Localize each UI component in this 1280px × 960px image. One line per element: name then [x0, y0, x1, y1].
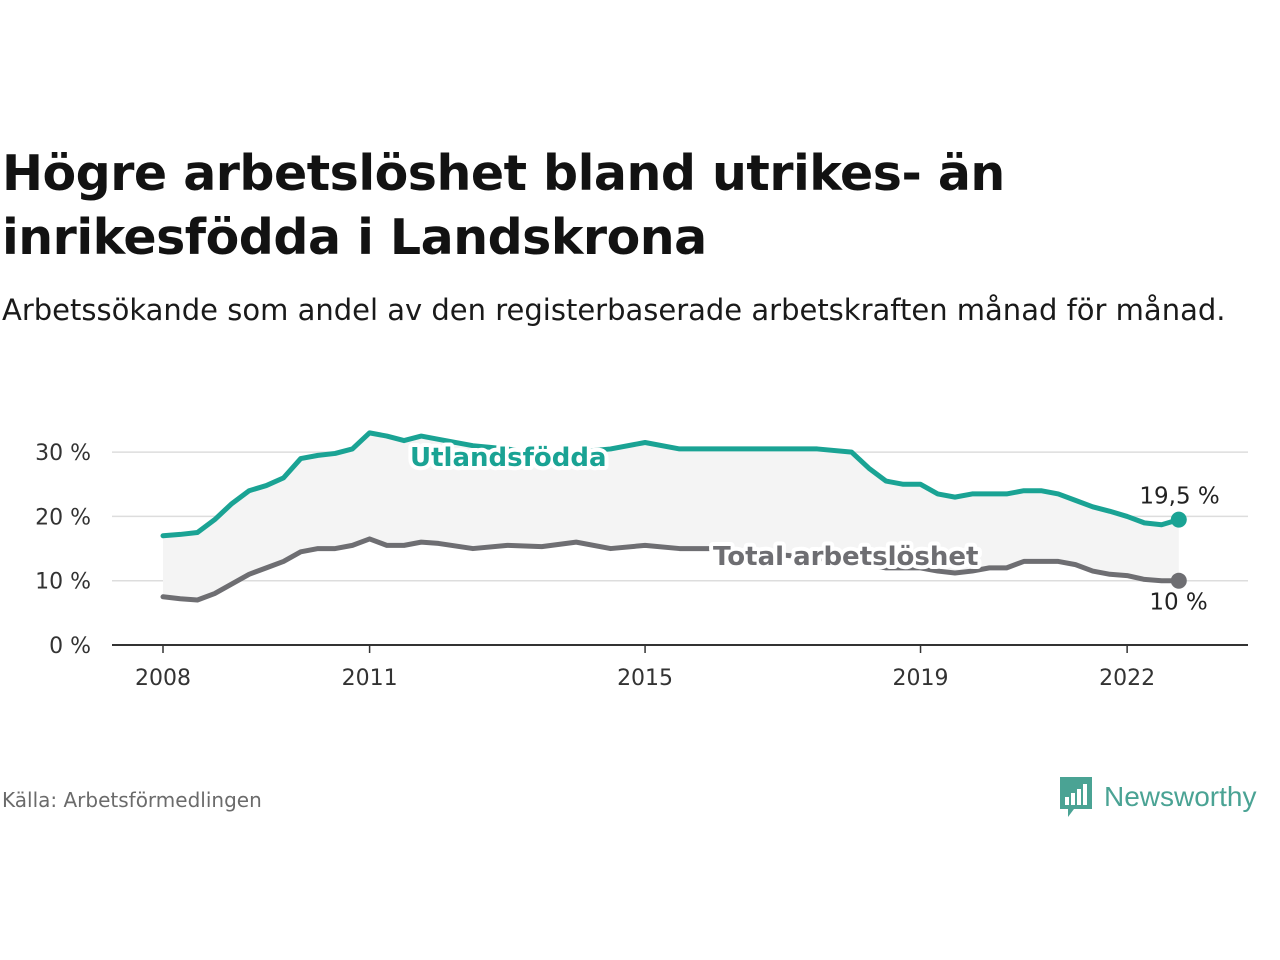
y-axis-ticks: 0 % 10 % 20 % 30 % — [35, 441, 91, 659]
chart-title: Högre arbetslöshet bland utrikes- än inr… — [2, 145, 1005, 266]
y-tick-label: 10 % — [35, 570, 91, 595]
y-tick-label: 20 % — [35, 505, 91, 530]
source-note: Källa: Arbetsförmedlingen — [2, 788, 262, 812]
brand-name: Newsworthy — [1104, 781, 1257, 812]
range-band — [163, 432, 1179, 600]
series-line-total — [160, 536, 1182, 603]
x-tick-label: 2011 — [342, 666, 398, 691]
bar-chart-icon — [1060, 777, 1092, 817]
end-value-utlandsfodda: 19,5 % — [1139, 484, 1219, 510]
y-tick-label: 30 % — [35, 441, 91, 466]
x-tick-label: 2019 — [893, 666, 949, 691]
x-tick-label: 2015 — [617, 666, 673, 691]
x-tick-label: 2022 — [1099, 666, 1155, 691]
series-end-marker — [1170, 511, 1187, 528]
series-labels: Utlandsfödda Total arbetslöshet 19,5 % 10 % — [406, 439, 1224, 620]
series-end-marker — [1170, 572, 1187, 589]
series-line-utlandsfodda — [160, 430, 1182, 539]
series-label-utlandsfodda: Utlandsfödda — [410, 443, 607, 473]
x-axis-ticks: 2008 2011 2015 2019 2022 — [135, 645, 1155, 691]
y-tick-label: 0 % — [49, 634, 91, 659]
brand-logo[interactable]: Newsworthy — [1058, 774, 1278, 820]
line-chart: 0 % 10 % 20 % 30 % 2008 2011 2015 2019 2022 Utl… — [35, 430, 1248, 691]
chart-subtitle: Arbetssökande som andel av den registerb… — [2, 293, 1226, 327]
x-tick-label: 2008 — [135, 666, 191, 691]
end-value-total: 10 % — [1149, 590, 1207, 616]
series-lines — [160, 430, 1187, 603]
series-label-total: Total arbetslöshet — [713, 542, 978, 572]
